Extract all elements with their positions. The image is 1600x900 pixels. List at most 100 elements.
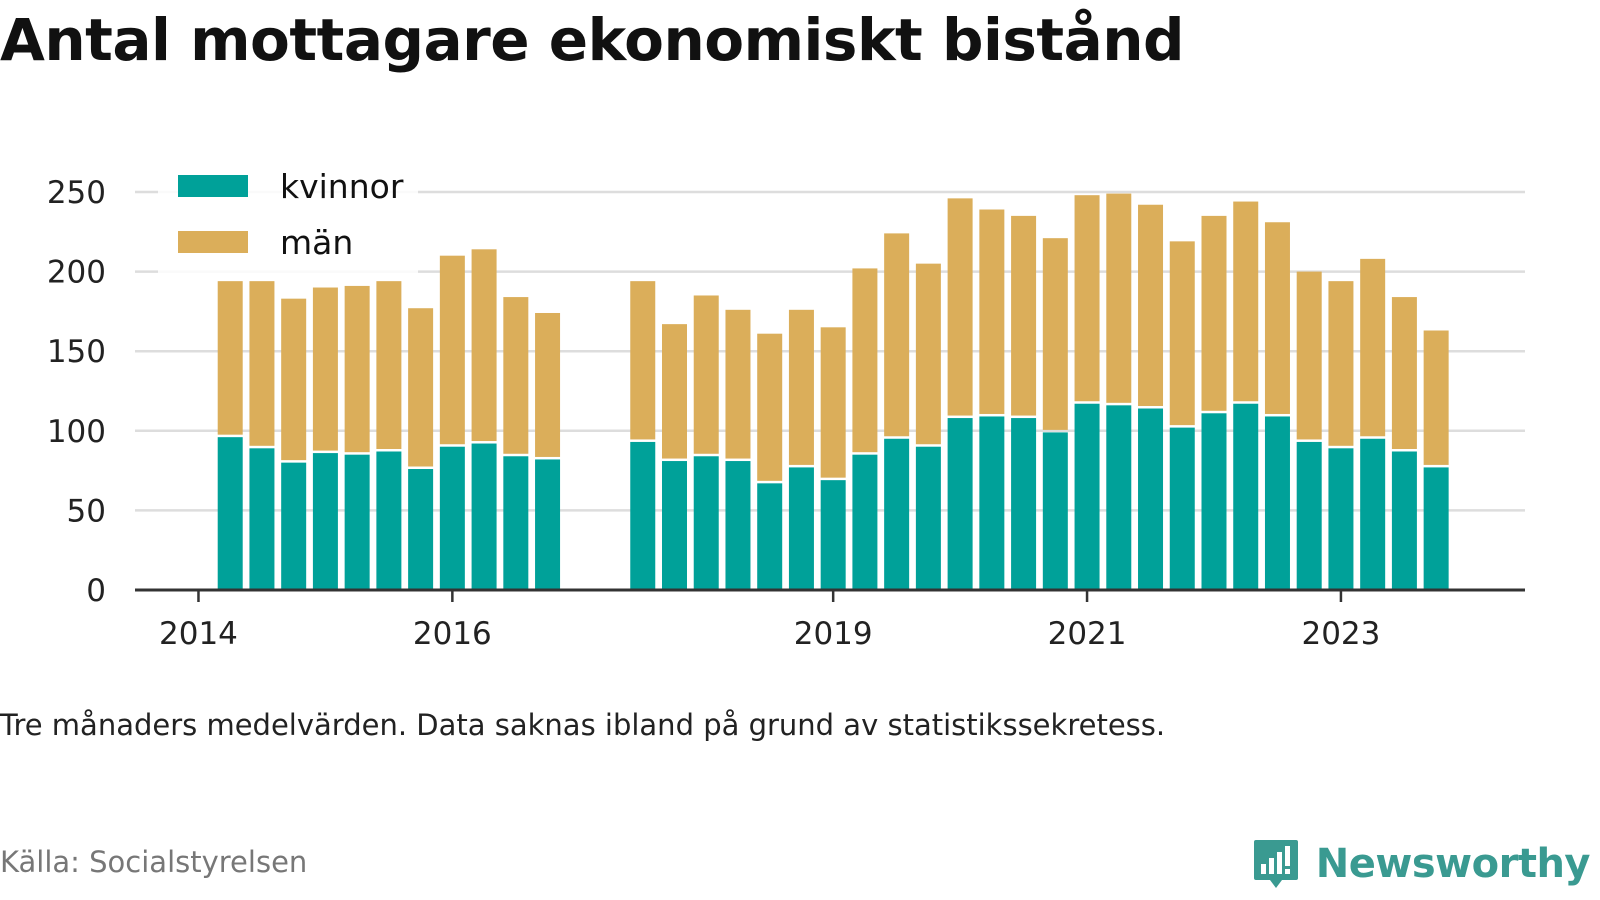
bar-man: [1011, 215, 1037, 416]
y-tick-label: 0: [86, 573, 106, 609]
x-tick-label: 2021: [1048, 616, 1127, 652]
bar-man: [820, 327, 846, 478]
legend-label: män: [280, 223, 353, 262]
bar-man: [1391, 297, 1417, 449]
bar-kvinnor: [852, 454, 878, 590]
bar-man: [1138, 204, 1164, 407]
source-text: Källa: Socialstyrelsen: [0, 845, 308, 879]
bar-man: [788, 309, 814, 465]
bar-man: [408, 308, 434, 467]
bar-man: [344, 285, 370, 453]
bar-man: [1233, 201, 1259, 402]
bar-kvinnor: [535, 459, 561, 590]
bar-kvinnor: [1328, 448, 1354, 590]
y-tick-label: 200: [47, 255, 106, 291]
bar-kvinnor: [376, 451, 402, 590]
bar-kvinnor: [503, 456, 529, 590]
x-tick-label: 2016: [413, 616, 492, 652]
stacked-bar-chart: 0 50 100 150 200 250 2014 2016 2019 2021 2023 kvi…: [47, 162, 1525, 652]
bar-kvinnor: [439, 446, 465, 590]
bar-kvinnor: [947, 418, 973, 590]
bar-kvinnor: [344, 454, 370, 590]
bar-kvinnor: [1423, 467, 1449, 590]
bar-man: [725, 309, 751, 459]
bar-man: [915, 263, 941, 445]
bars: [217, 193, 1449, 590]
bar-kvinnor: [1169, 427, 1195, 590]
bar-man: [1106, 193, 1132, 403]
bar-kvinnor: [1296, 441, 1322, 590]
bar-kvinnor: [820, 480, 846, 590]
bar-man: [281, 298, 307, 461]
x-axis: 2014 2016 2019 2021 2023: [135, 588, 1525, 652]
bar-kvinnor: [1391, 451, 1417, 590]
bar-kvinnor: [757, 483, 783, 590]
bar-kvinnor: [1074, 403, 1100, 590]
bar-man: [535, 312, 561, 457]
legend-swatch: [178, 231, 248, 253]
bar-man: [376, 281, 402, 449]
bar-man: [439, 255, 465, 445]
bar-man: [1423, 330, 1449, 465]
bar-man: [1074, 195, 1100, 402]
x-tick-label: 2014: [159, 616, 238, 652]
bar-man: [1360, 258, 1386, 437]
bar-kvinnor: [884, 438, 910, 590]
bar-man: [661, 324, 687, 459]
bar-man: [693, 295, 719, 454]
legend-label: kvinnor: [280, 167, 404, 206]
bar-man: [947, 198, 973, 416]
y-tick-label: 50: [67, 493, 106, 529]
bar-kvinnor: [788, 467, 814, 590]
bar-man: [1328, 281, 1354, 446]
legend-swatch: [178, 175, 248, 197]
bar-man: [1264, 222, 1290, 414]
brand: Newsworthy: [1252, 838, 1591, 890]
brand-name: Newsworthy: [1315, 841, 1591, 887]
bar-kvinnor: [1201, 413, 1227, 590]
bar-man: [757, 333, 783, 481]
bar-kvinnor: [1233, 403, 1259, 590]
bar-kvinnor: [1360, 438, 1386, 590]
bar-kvinnor: [471, 443, 497, 590]
bar-man: [503, 297, 529, 454]
bar-man: [249, 281, 275, 446]
bar-kvinnor: [1042, 432, 1068, 590]
bar-kvinnor: [1011, 418, 1037, 590]
bar-kvinnor: [725, 461, 751, 590]
bar-man: [979, 209, 1005, 414]
chart-note: Tre månaders medelvärden. Data saknas ib…: [0, 708, 1166, 742]
bar-kvinnor: [281, 462, 307, 590]
bar-kvinnor: [915, 446, 941, 590]
bar-kvinnor: [312, 453, 338, 590]
bar-man: [1042, 238, 1068, 430]
bar-man: [1296, 271, 1322, 440]
legend: kvinnor män: [158, 162, 418, 274]
bar-kvinnor: [979, 416, 1005, 590]
y-tick-label: 100: [47, 414, 106, 450]
bar-kvinnor: [1264, 416, 1290, 590]
bar-man: [471, 249, 497, 442]
x-tick-label: 2019: [794, 616, 873, 652]
bar-kvinnor: [217, 437, 243, 590]
bar-kvinnor: [693, 456, 719, 590]
bar-kvinnor: [1106, 405, 1132, 590]
bar-man: [1169, 241, 1195, 426]
bar-man: [312, 287, 338, 451]
bar-kvinnor: [630, 441, 656, 590]
newsworthy-logo-icon: [1253, 840, 1298, 888]
bar-kvinnor: [1138, 408, 1164, 590]
bar-man: [630, 281, 656, 440]
bar-man: [852, 268, 878, 453]
bar-kvinnor: [661, 461, 687, 590]
chart-title: Antal mottagare ekonomiskt bistånd: [0, 6, 1185, 74]
y-tick-label: 250: [47, 175, 106, 211]
bar-man: [884, 233, 910, 437]
bar-man: [217, 281, 243, 435]
y-axis-ticks: 0 50 100 150 200 250: [47, 175, 106, 609]
bar-kvinnor: [249, 448, 275, 590]
y-tick-label: 150: [47, 334, 106, 370]
bar-kvinnor: [408, 469, 434, 590]
x-tick-label: 2023: [1301, 616, 1380, 652]
bar-man: [1201, 215, 1227, 411]
